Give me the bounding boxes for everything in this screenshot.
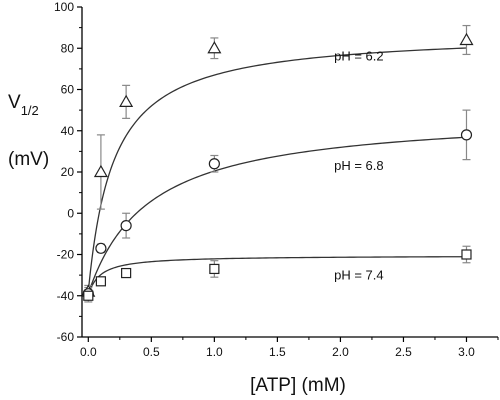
series-label-ph: pH = 6.2: [334, 49, 384, 64]
circle-marker: [120, 220, 132, 232]
triangle-marker: [93, 164, 108, 178]
circle-marker: [95, 242, 107, 254]
x-tick-label: 2.0: [332, 345, 349, 359]
triangle-marker: [459, 32, 474, 46]
x-axis-ticks: 0.0 0.5 1.0 1.5 2.0 2.5 3.0: [80, 337, 499, 359]
triangle-marker: [207, 41, 222, 54]
square-marker: [121, 267, 132, 279]
square-marker: [95, 276, 107, 287]
y-axis-title: V1/2: [8, 92, 39, 118]
x-tick-label: 3.0: [458, 345, 475, 359]
square-marker: [209, 263, 220, 275]
x-axis-title: [ATP] (mM): [250, 375, 346, 396]
y-axis-title-sub: 1/2: [21, 103, 39, 118]
plot-frame: [81, 7, 498, 338]
error-bars: [84, 24, 471, 303]
circle-marker: [460, 129, 473, 141]
y-tick-label: 80: [61, 41, 75, 55]
y-axis-ticks: -60 -40 -20 0 20 40 60 80 100: [54, 0, 82, 344]
circle-marker: [208, 158, 220, 170]
x-tick-label: 0.5: [143, 345, 160, 359]
y-tick-label: -40: [57, 289, 75, 303]
fit-curve: [87, 256, 467, 296]
y-tick-label: -60: [57, 330, 75, 344]
series-label-ph: pH = 7.4: [334, 267, 384, 282]
series-labels: pH = 6.2 pH = 6.8 pH = 7.4: [334, 49, 384, 283]
fit-curve: [87, 47, 467, 292]
y-tick-label: 60: [61, 83, 75, 97]
fit-curves: [87, 47, 467, 296]
triangle-marker: [119, 94, 134, 107]
square-marker: [83, 290, 94, 301]
square-marker: [461, 249, 472, 260]
y-tick-label: 100: [54, 0, 74, 14]
fit-curve: [87, 136, 467, 294]
y-axis-unit: (mV): [8, 149, 49, 170]
y-tick-label: -20: [57, 248, 75, 262]
x-tick-label: 2.5: [395, 345, 412, 359]
y-axis-title-main: V: [8, 92, 21, 113]
x-tick-label: 0.0: [80, 345, 97, 359]
x-tick-label: 1.0: [206, 345, 223, 359]
y-tick-label: 20: [61, 165, 75, 179]
data-markers: [81, 32, 474, 301]
y-tick-label: 0: [67, 206, 74, 220]
y-tick-label: 40: [61, 124, 75, 138]
series-label-ph: pH = 6.8: [334, 158, 384, 173]
x-tick-label: 1.5: [269, 345, 286, 359]
